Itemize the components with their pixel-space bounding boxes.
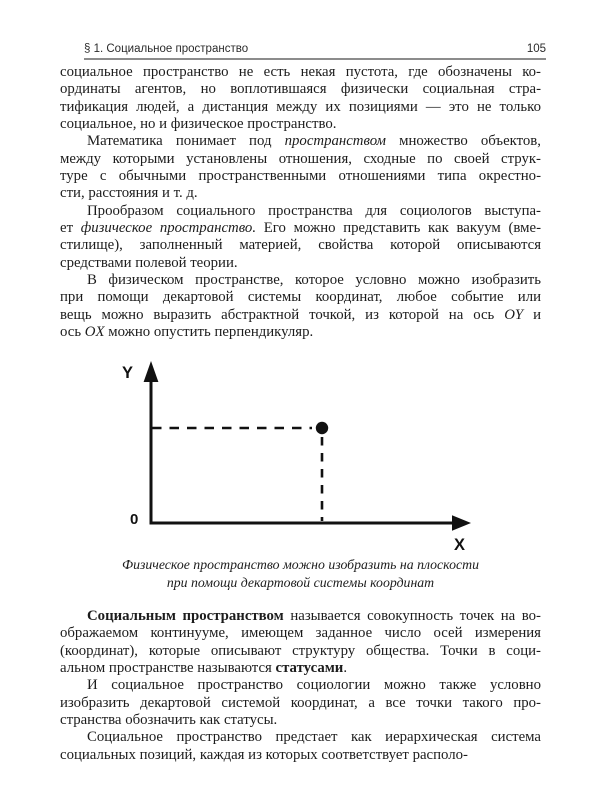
y-axis-label: Y (122, 364, 133, 382)
text-line: странства обозначить как статусы. (60, 712, 278, 729)
paragraph: Прообразом социального пространства для … (60, 203, 541, 272)
text-line: туре с обычными пространственными отноше… (60, 168, 541, 185)
coordinate-axes-drawing: Y X 0 (122, 361, 471, 554)
text-line: В физическом пространстве, которое услов… (87, 272, 541, 289)
text-line: ображаемом континууме, имеющем заданное … (60, 625, 541, 642)
text-line: сти, расстояния и т. д. (60, 185, 198, 202)
text-line: вещь можно выразить абстрактной точкой, … (60, 306, 541, 323)
paragraph: Математика понимает под пространством мн… (60, 133, 541, 202)
text-line: (координат), которые описывают структуру… (60, 642, 541, 659)
text-line: тификация людей, а дистанция между их по… (60, 98, 541, 115)
origin-label: 0 (130, 511, 138, 528)
text-line: социальное, но и физическое пространство… (60, 116, 337, 133)
running-header: § 1. Социальное пространство 105 (84, 43, 546, 60)
page-number: 105 (526, 43, 546, 55)
text-line: Социальное пространство предстает как ие… (87, 729, 541, 746)
text-line: альном пространстве называются статусами… (60, 660, 348, 677)
text-line: ет физическое пространство. Его можно пр… (60, 220, 541, 237)
text-line: стилище), заполненный материей, свойства… (60, 237, 541, 254)
paragraph: социальное пространство не есть некая пу… (60, 64, 541, 133)
text-line: ординаты агентов, но воплотившаяся физич… (60, 81, 541, 98)
paragraph: И социальное пространство социологии мож… (60, 677, 541, 729)
body-text-top: социальное пространство не есть некая пу… (60, 64, 541, 342)
figure-caption: Физическое пространство можно изобразить… (60, 556, 541, 592)
y-axis-arrow-icon (143, 361, 159, 382)
text-line: Социальным пространством называется сово… (87, 608, 541, 624)
figure-caption-line-1: Физическое пространство можно изобразить… (121, 557, 479, 572)
header-title: § 1. Социальное пространство (84, 43, 249, 55)
text-line: ось OX можно опустить перпендикуляр. (60, 324, 314, 341)
x-axis-arrow-icon (452, 515, 471, 531)
paragraph: В физическом пространстве, которое услов… (60, 272, 541, 341)
x-axis-label: X (454, 536, 465, 554)
point-marker (315, 421, 329, 435)
text-line: средствами полевой теории. (60, 254, 238, 271)
text-line: Математика понимает под пространством мн… (87, 133, 541, 150)
paragraph: Социальным пространством называется сово… (60, 608, 541, 677)
text-line: социальных позиций, каждая из которых со… (60, 746, 468, 763)
figure-cartesian-diagram: Y X 0 (60, 356, 540, 556)
text-line: социальное пространство не есть некая пу… (60, 64, 541, 80)
text-line: при помощи декартовой системы координат,… (60, 289, 541, 306)
body-text-bottom: Социальным пространством называется сово… (60, 608, 541, 764)
text-line: И социальное пространство социологии мож… (87, 677, 541, 694)
figure-caption-line-2: при помощи декартовой системы координат (166, 575, 435, 590)
text-line: Прообразом социального пространства для … (87, 202, 541, 219)
paragraph: Социальное пространство предстает как ие… (60, 729, 541, 764)
text-line: между которыми установлены отношения, сх… (60, 150, 541, 167)
text-line: изобразить декартовой системой координат… (60, 694, 541, 711)
